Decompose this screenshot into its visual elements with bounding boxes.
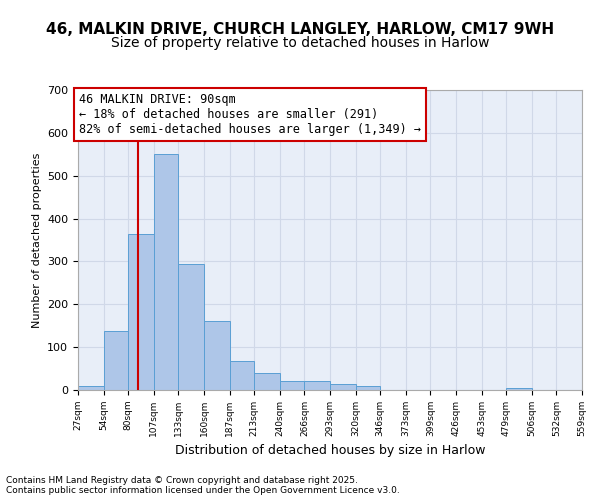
- Bar: [356, 386, 380, 390]
- Text: Size of property relative to detached houses in Harlow: Size of property relative to detached ho…: [111, 36, 489, 50]
- Bar: [304, 382, 330, 390]
- Text: 46, MALKIN DRIVE, CHURCH LANGLEY, HARLOW, CM17 9WH: 46, MALKIN DRIVE, CHURCH LANGLEY, HARLOW…: [46, 22, 554, 38]
- Bar: [230, 362, 254, 390]
- Bar: [254, 373, 280, 390]
- Bar: [104, 331, 128, 390]
- Bar: [506, 388, 532, 390]
- Bar: [330, 384, 356, 390]
- Bar: [280, 382, 304, 390]
- Bar: [78, 386, 104, 390]
- Y-axis label: Number of detached properties: Number of detached properties: [32, 152, 41, 328]
- Text: Contains HM Land Registry data © Crown copyright and database right 2025.
Contai: Contains HM Land Registry data © Crown c…: [6, 476, 400, 495]
- Bar: [128, 234, 154, 390]
- Text: 46 MALKIN DRIVE: 90sqm
← 18% of detached houses are smaller (291)
82% of semi-de: 46 MALKIN DRIVE: 90sqm ← 18% of detached…: [79, 93, 421, 136]
- Bar: [178, 264, 204, 390]
- Bar: [204, 322, 230, 390]
- Bar: [154, 154, 178, 390]
- X-axis label: Distribution of detached houses by size in Harlow: Distribution of detached houses by size …: [175, 444, 485, 458]
